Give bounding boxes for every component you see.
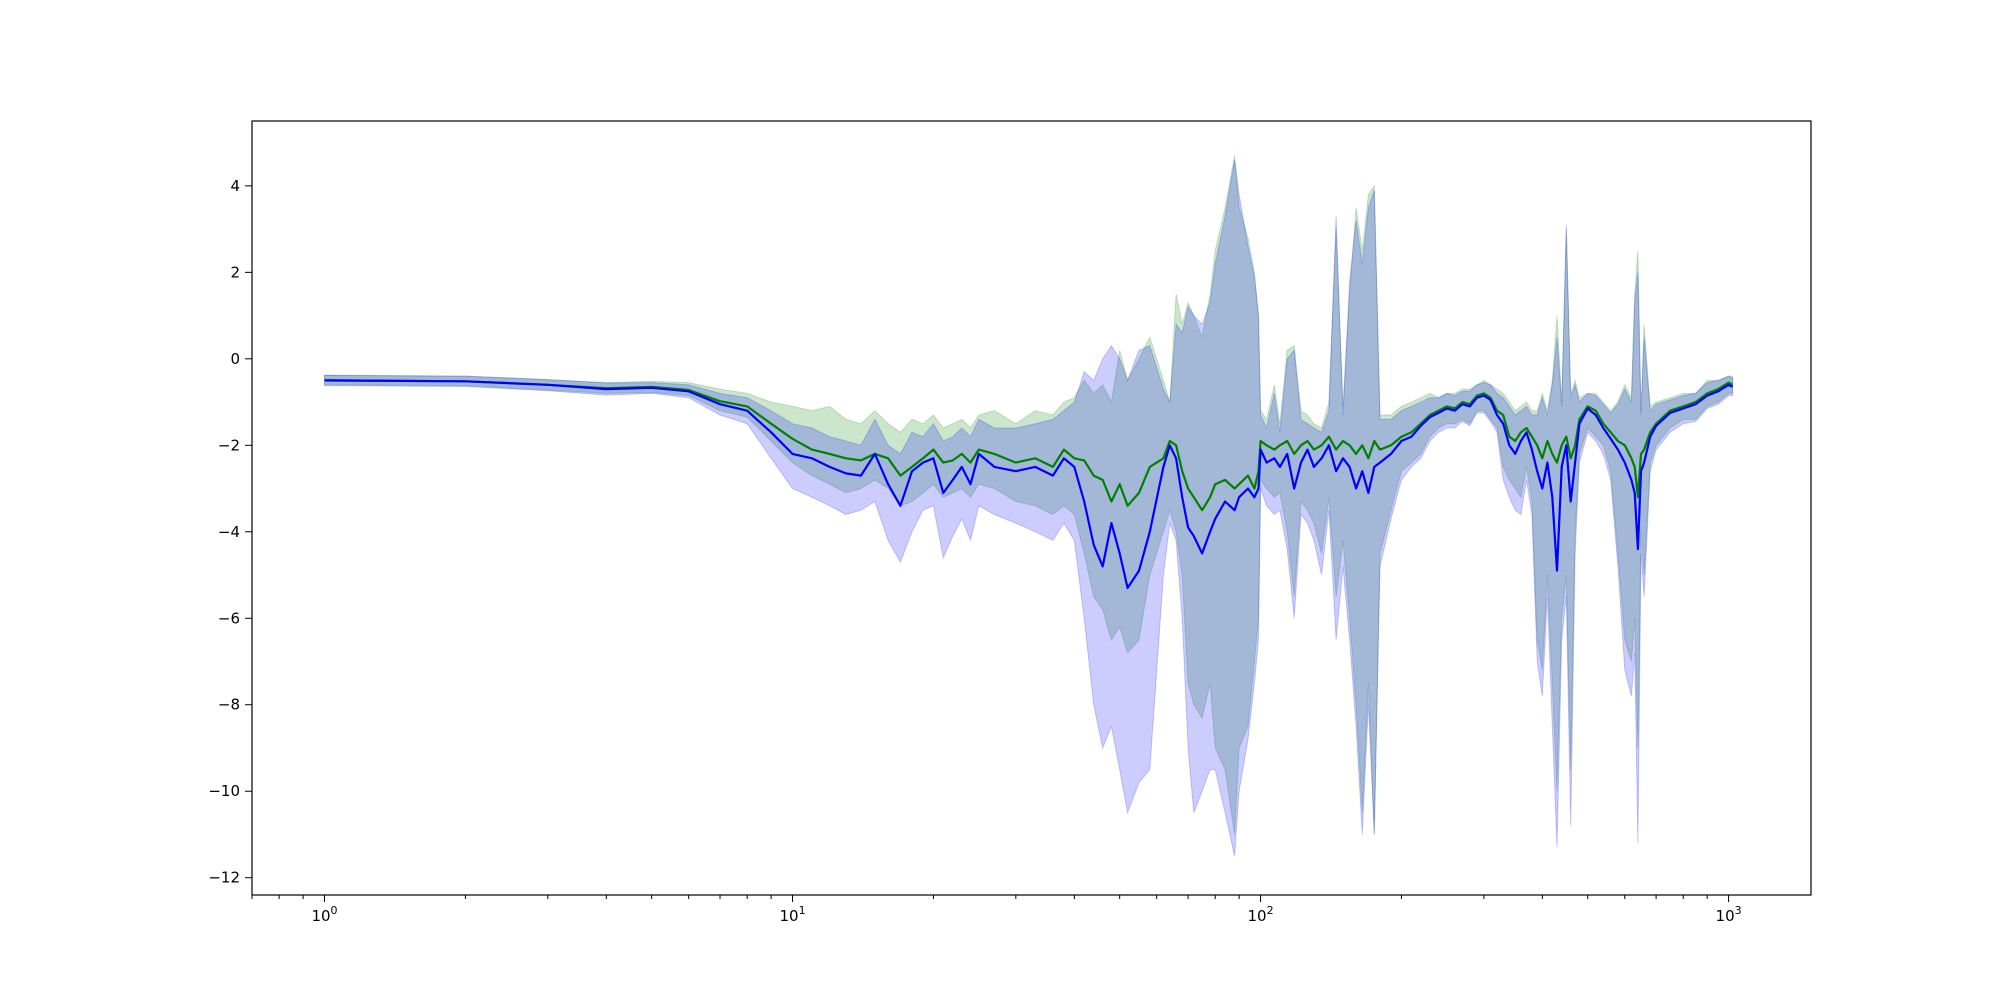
y-tick-label: 0	[230, 350, 240, 368]
y-tick-label: −2	[218, 436, 240, 454]
x-tick-label: 101	[779, 904, 805, 925]
y-tick-label: −12	[208, 869, 240, 887]
plot-area-background	[252, 121, 1811, 895]
axes-frame	[251, 120, 1812, 896]
y-tick-label: −10	[208, 782, 240, 800]
y-tick-label: −8	[218, 696, 240, 714]
x-tick-label: 100	[311, 904, 337, 925]
y-tick-label: −6	[218, 609, 240, 627]
confidence-bands	[324, 155, 1734, 857]
y-tick-label: 4	[230, 177, 240, 195]
series-2-line	[324, 379, 1734, 590]
series-lines	[324, 379, 1734, 590]
series-1-band	[324, 155, 1734, 835]
x-tick-label: 102	[1248, 904, 1274, 925]
y-tick-label: −4	[218, 523, 240, 541]
x-tick-label: 103	[1716, 904, 1742, 925]
y-axis: 4 2 0 −2 −4 −6 −8 −10 −12	[208, 177, 252, 887]
series-2-band	[324, 159, 1734, 857]
x-axis: 100 101 102 103	[251, 895, 1742, 925]
y-tick-label: 2	[230, 263, 240, 281]
